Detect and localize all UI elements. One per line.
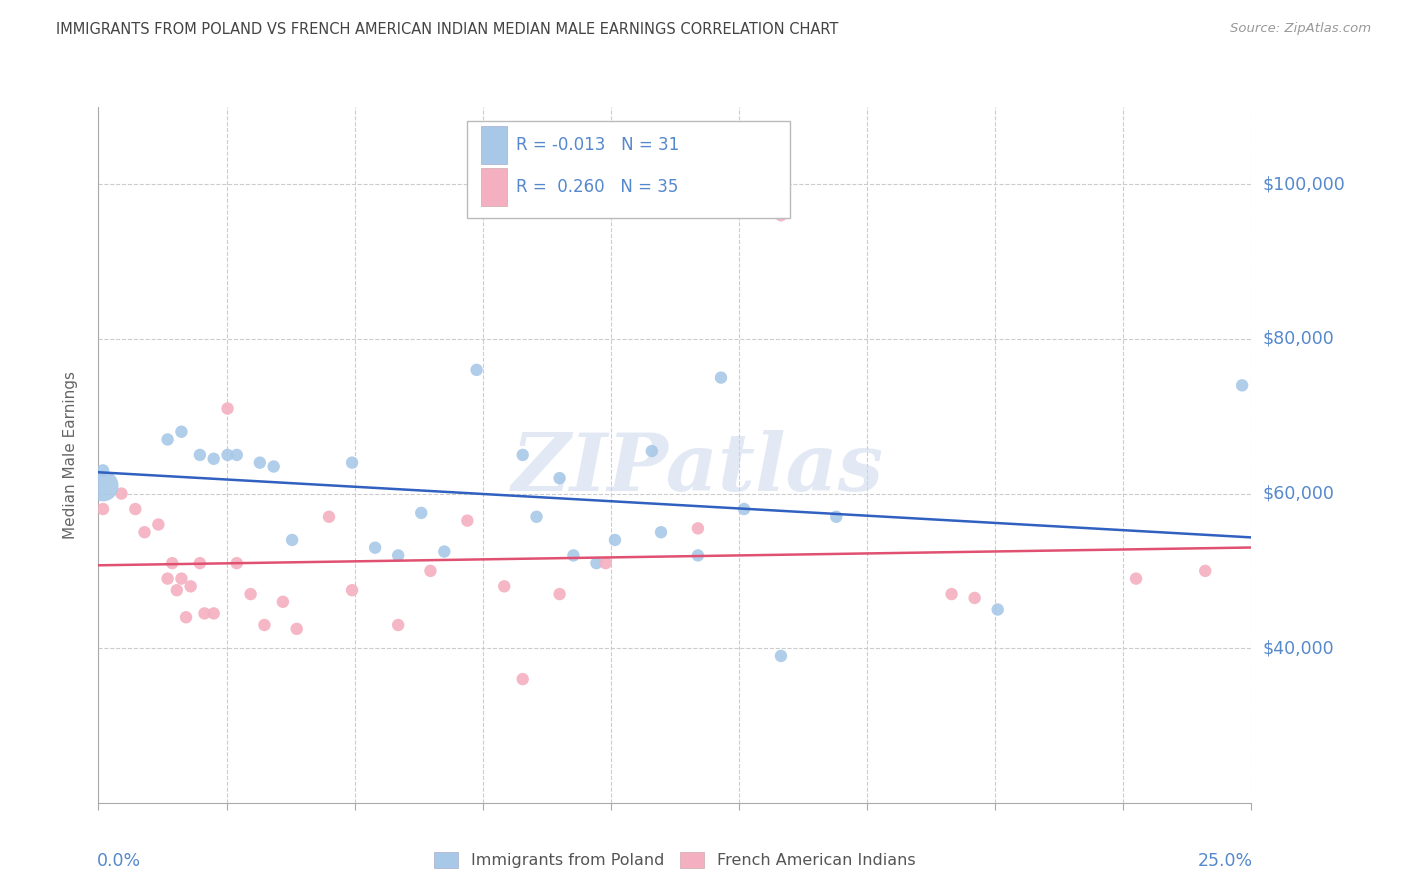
Point (170, 572, 193, 586)
Point (188, 556, 211, 570)
Point (193, 607, 215, 621)
Point (686, 549, 709, 563)
Point (733, 502, 755, 516)
Y-axis label: Median Male Earnings: Median Male Earnings (63, 371, 77, 539)
Point (180, 579, 202, 593)
Point (253, 618, 276, 632)
Legend: Immigrants from Poland, French American Indians: Immigrants from Poland, French American … (427, 846, 922, 875)
Text: 25.0%: 25.0% (1198, 852, 1253, 870)
Text: R = -0.013   N = 31: R = -0.013 N = 31 (516, 136, 679, 154)
Point (526, 509, 548, 524)
Point (134, 525, 156, 540)
FancyBboxPatch shape (481, 168, 506, 206)
Point (340, 583, 363, 598)
Point (225, 448, 247, 462)
Point (465, 363, 488, 377)
Point (710, 370, 733, 384)
Point (91, 479, 114, 493)
Point (249, 456, 271, 470)
Text: R =  0.260   N = 35: R = 0.260 N = 35 (516, 178, 678, 196)
Point (562, 549, 585, 563)
Point (433, 544, 456, 558)
Point (585, 556, 607, 570)
Point (188, 448, 211, 462)
Point (825, 509, 848, 524)
Text: ZIPatlas: ZIPatlas (512, 430, 884, 508)
Point (987, 602, 1010, 616)
Text: $100,000: $100,000 (1263, 176, 1346, 194)
Point (769, 208, 792, 222)
Point (160, 556, 183, 570)
Point (285, 622, 308, 636)
Point (124, 502, 146, 516)
Point (595, 556, 617, 570)
Text: Source: ZipAtlas.com: Source: ZipAtlas.com (1230, 22, 1371, 36)
Text: $60,000: $60,000 (1263, 484, 1334, 502)
Point (512, 448, 534, 462)
Point (166, 583, 188, 598)
Point (202, 607, 225, 621)
Point (941, 587, 963, 601)
Point (202, 451, 225, 466)
Text: $80,000: $80,000 (1263, 330, 1334, 348)
Text: IMMIGRANTS FROM POLAND VS FRENCH AMERICAN INDIAN MEDIAN MALE EARNINGS CORRELATIO: IMMIGRANTS FROM POLAND VS FRENCH AMERICA… (56, 22, 838, 37)
Point (340, 456, 363, 470)
Point (769, 648, 792, 663)
FancyBboxPatch shape (467, 121, 790, 219)
Point (271, 595, 294, 609)
Point (548, 471, 571, 485)
Point (170, 425, 193, 439)
Point (387, 618, 409, 632)
Point (1125, 572, 1147, 586)
Point (650, 525, 672, 540)
Point (963, 591, 986, 605)
Point (641, 444, 664, 458)
Point (156, 433, 179, 447)
Point (512, 672, 534, 686)
Point (548, 587, 571, 601)
Point (217, 401, 239, 416)
Point (91, 502, 114, 516)
Point (387, 549, 409, 563)
Point (174, 610, 197, 624)
Point (156, 572, 179, 586)
Point (1194, 564, 1216, 578)
Point (148, 517, 170, 532)
FancyBboxPatch shape (481, 126, 506, 164)
Point (217, 448, 239, 462)
Point (91, 463, 114, 477)
Point (263, 459, 285, 474)
Point (225, 556, 247, 570)
Point (456, 514, 478, 528)
Point (494, 579, 516, 593)
Point (318, 509, 340, 524)
Point (1230, 378, 1253, 392)
Point (686, 521, 709, 535)
Text: $40,000: $40,000 (1263, 640, 1334, 657)
Point (281, 533, 304, 547)
Text: 0.0%: 0.0% (97, 852, 142, 870)
Point (364, 541, 387, 555)
Point (239, 587, 262, 601)
Point (603, 533, 626, 547)
Point (419, 564, 441, 578)
Point (110, 486, 132, 500)
Point (411, 506, 433, 520)
